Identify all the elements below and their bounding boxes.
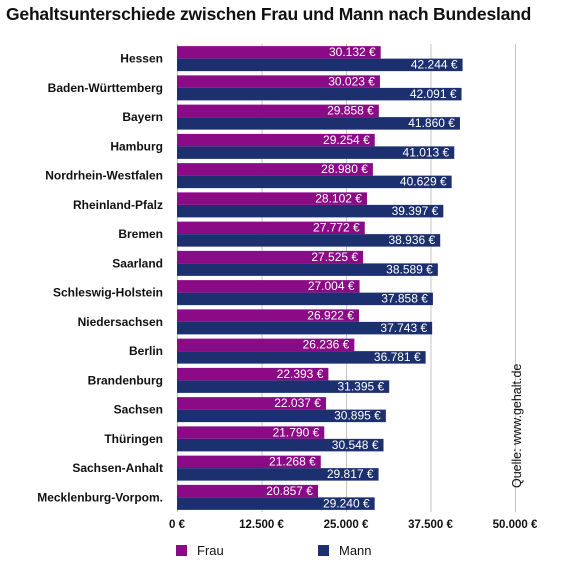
data-label-mann-10: 36.781 € [374,350,421,364]
category-label-13: Thüringen [104,432,163,446]
bar-frau-5 [177,192,367,205]
bar-frau-7 [177,250,364,264]
data-label-mann-4: 40.629 € [400,175,447,189]
bar-frau-4 [177,163,373,176]
data-label-frau-8: 27.004 € [308,279,355,293]
category-label-0: Hessen [120,52,163,66]
data-label-mann-8: 37.858 € [381,292,428,306]
bar-mann-10 [177,351,426,364]
bar-mann-9 [177,321,433,335]
bar-frau-13 [177,426,325,439]
bar-frau-15 [177,484,318,498]
bar-mann-0 [177,58,463,72]
data-label-mann-11: 31.395 € [338,379,385,393]
category-label-3: Hamburg [110,139,163,153]
bar-frau-0 [177,46,381,59]
data-label-mann-9: 37.743 € [380,321,427,335]
bar-frau-10 [177,338,355,352]
data-label-frau-10: 26.236 € [303,338,350,352]
data-label-mann-1: 42.091 € [410,87,457,101]
data-label-frau-9: 26.922 € [307,308,354,322]
data-label-mann-14: 29.817 € [327,467,374,481]
data-label-mann-12: 30.895 € [334,409,381,423]
category-label-4: Nordrhein-Westfalen [45,169,163,183]
bar-mann-3 [177,146,455,159]
bar-frau-9 [177,309,359,322]
category-label-2: Bayern [122,110,163,124]
bar-mann-1 [177,87,462,101]
data-label-frau-2: 29.858 € [327,104,374,118]
data-label-frau-0: 30.132 € [329,45,376,59]
bar-mann-12 [177,409,386,423]
legend-label-mann: Mann [339,543,372,558]
data-label-mann-5: 39.397 € [392,204,439,218]
data-label-mann-7: 38.589 € [386,262,433,276]
chart-title: Gehaltsunterschiede zwischen Frau und Ma… [6,4,532,24]
data-label-mann-6: 38.936 € [388,233,435,247]
data-label-frau-11: 22.393 € [277,367,324,381]
bar-mann-15 [177,497,375,510]
category-label-10: Berlin [129,344,163,358]
bar-frau-1 [177,75,380,88]
data-label-mann-3: 41.013 € [403,145,450,159]
data-label-frau-3: 29.254 € [323,133,370,147]
legend-swatch-frau [176,545,187,556]
bar-frau-2 [177,104,379,118]
data-label-frau-4: 28.980 € [321,162,368,176]
category-label-15: Mecklenburg-Vorpom. [37,490,163,504]
category-label-1: Baden-Württemberg [48,81,163,95]
bar-mann-11 [177,380,390,393]
bar-mann-5 [177,204,444,218]
bar-frau-11 [177,367,329,381]
bar-frau-8 [177,280,360,293]
category-label-14: Sachsen-Anhalt [72,461,163,475]
bar-mann-8 [177,292,433,306]
bar-mann-13 [177,438,384,452]
data-label-frau-1: 30.023 € [328,74,375,88]
category-label-12: Sachsen [114,403,163,417]
bar-mann-14 [177,468,379,481]
data-label-frau-14: 21.268 € [269,455,316,469]
data-label-mann-0: 42.244 € [411,58,458,72]
x-tick-label-0: 0 € [169,519,186,531]
data-label-frau-15: 20.857 € [266,484,313,498]
data-label-frau-5: 28.102 € [315,191,362,205]
bar-mann-6 [177,234,441,247]
legend-swatch-mann [318,545,329,556]
legend-label-frau: Frau [197,543,224,558]
x-tick-label-2: 25.000 € [324,519,369,531]
category-label-11: Brandenburg [88,373,163,387]
bar-frau-6 [177,221,365,235]
bar-frau-14 [177,455,321,469]
data-label-frau-6: 27.772 € [313,221,360,235]
category-label-9: Niedersachsen [78,315,163,329]
bar-mann-2 [177,117,460,130]
category-label-7: Saarland [112,256,163,270]
category-label-8: Schleswig-Holstein [53,286,163,300]
x-tick-label-3: 37.500 € [408,519,453,531]
data-label-mann-13: 30.548 € [332,438,379,452]
source-label: Quelle: www.gehalt.de [510,364,524,488]
data-label-frau-12: 22.037 € [274,396,321,410]
bar-mann-7 [177,263,438,276]
category-label-6: Bremen [118,227,163,241]
data-label-frau-7: 27.525 € [311,250,358,264]
category-label-5: Rheinland-Pfalz [73,198,163,212]
bar-mann-4 [177,175,452,189]
bar-frau-12 [177,397,326,410]
data-label-mann-15: 29.240 € [323,496,370,510]
x-tick-label-4: 50.000 € [493,519,538,531]
data-label-frau-13: 21.790 € [273,425,320,439]
x-tick-label-1: 12.500 € [239,519,284,531]
data-label-mann-2: 41.860 € [408,116,455,130]
bar-frau-3 [177,133,375,147]
